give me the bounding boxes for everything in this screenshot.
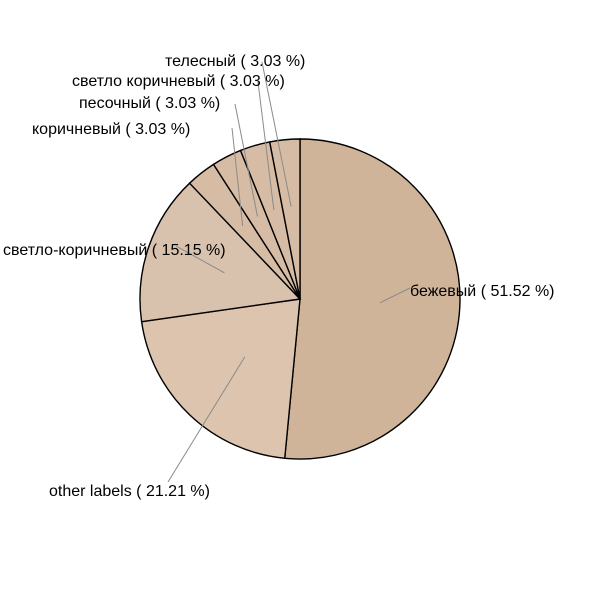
label-leader-lines bbox=[167, 61, 411, 483]
slice-label-telesnyi: телесный ( 3.03 %) bbox=[165, 53, 305, 70]
pie-slice-telesnyi bbox=[268, 138, 301, 300]
leader-line-bezhevyi bbox=[379, 287, 411, 304]
leader-line-telesnyi bbox=[261, 61, 292, 207]
leader-line-svetlo-korichnevyi-hyphen bbox=[175, 245, 225, 274]
pie-slices bbox=[139, 138, 461, 460]
leader-line-svetlo-korichnevyi bbox=[257, 81, 275, 211]
leader-line-korichnevyi bbox=[231, 127, 244, 227]
slice-label-svetlo-korichnevyi-hyphen: светло-коричневый ( 15.15 %) bbox=[3, 242, 226, 259]
slice-label-other-labels: other labels ( 21.21 %) bbox=[49, 483, 210, 500]
leader-line-other-labels bbox=[167, 356, 246, 483]
pie-slice-bezhevyi bbox=[283, 138, 461, 460]
slice-label-korichnevyi: коричневый ( 3.03 %) bbox=[32, 121, 190, 138]
leader-line-pesochnyi bbox=[234, 103, 258, 217]
slice-label-bezhevyi: бежевый ( 51.52 %) bbox=[410, 283, 555, 300]
slice-label-svetlo-korichnevyi: светло коричневый ( 3.03 %) bbox=[72, 73, 285, 90]
slice-labels: бежевый ( 51.52 %) other labels ( 21.21 … bbox=[3, 53, 555, 500]
slice-label-pesochnyi: песочный ( 3.03 %) bbox=[79, 95, 220, 112]
pie-slice-other-labels bbox=[140, 298, 301, 460]
pie-slice-svetlo-korichnevyi-hyphen bbox=[139, 182, 302, 323]
